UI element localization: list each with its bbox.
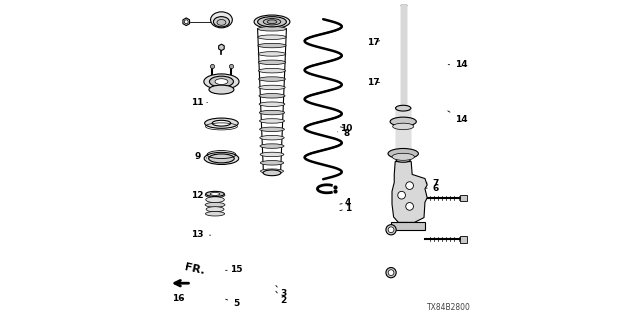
Text: 3: 3 [276, 285, 286, 298]
Text: 12: 12 [191, 191, 210, 200]
Ellipse shape [396, 158, 410, 162]
Text: 14: 14 [448, 111, 468, 124]
Ellipse shape [258, 43, 286, 48]
Ellipse shape [259, 110, 285, 115]
Text: TX84B2800: TX84B2800 [427, 303, 471, 312]
Ellipse shape [260, 144, 284, 148]
Circle shape [406, 182, 413, 189]
Polygon shape [391, 222, 425, 230]
Ellipse shape [217, 20, 226, 25]
Text: 15: 15 [226, 265, 243, 274]
Ellipse shape [211, 12, 232, 28]
Polygon shape [460, 236, 467, 243]
Text: 8: 8 [338, 129, 349, 138]
Ellipse shape [260, 169, 284, 173]
Ellipse shape [204, 152, 239, 164]
Ellipse shape [215, 79, 228, 84]
Text: 10: 10 [340, 124, 353, 132]
Text: 11: 11 [191, 98, 207, 107]
Polygon shape [460, 195, 467, 201]
Ellipse shape [263, 170, 281, 176]
Circle shape [406, 203, 413, 210]
Ellipse shape [212, 120, 231, 126]
Text: 14: 14 [448, 60, 468, 69]
Ellipse shape [260, 127, 284, 132]
Circle shape [386, 268, 396, 278]
Text: 2: 2 [276, 291, 286, 305]
Ellipse shape [259, 85, 285, 90]
Ellipse shape [205, 212, 225, 216]
Text: 7: 7 [426, 179, 439, 188]
Text: 17: 17 [367, 78, 380, 87]
Polygon shape [392, 162, 428, 222]
Text: 9: 9 [195, 152, 207, 161]
Ellipse shape [259, 119, 285, 123]
Text: 5: 5 [226, 299, 239, 308]
Ellipse shape [268, 20, 277, 24]
Ellipse shape [396, 105, 411, 111]
Ellipse shape [260, 135, 284, 140]
Text: 1: 1 [340, 204, 351, 213]
Ellipse shape [259, 77, 285, 81]
Ellipse shape [206, 197, 225, 203]
Ellipse shape [209, 154, 234, 163]
Ellipse shape [209, 85, 234, 94]
Ellipse shape [206, 207, 224, 212]
Ellipse shape [209, 76, 234, 87]
Ellipse shape [260, 152, 284, 157]
Ellipse shape [214, 17, 230, 27]
Circle shape [388, 227, 394, 233]
Ellipse shape [205, 193, 225, 198]
Ellipse shape [393, 123, 414, 130]
Circle shape [184, 20, 188, 24]
Ellipse shape [210, 193, 220, 195]
Ellipse shape [259, 60, 285, 65]
Ellipse shape [390, 117, 417, 126]
Circle shape [388, 270, 394, 276]
Circle shape [386, 225, 396, 235]
Ellipse shape [392, 153, 415, 160]
Ellipse shape [258, 35, 286, 39]
Text: 16: 16 [172, 294, 185, 303]
Text: 17: 17 [367, 38, 380, 47]
Ellipse shape [259, 93, 285, 98]
Text: 13: 13 [191, 230, 211, 239]
Ellipse shape [204, 74, 239, 89]
Ellipse shape [259, 68, 285, 73]
Ellipse shape [205, 203, 225, 207]
Ellipse shape [258, 17, 287, 27]
Ellipse shape [254, 15, 290, 28]
Text: 6: 6 [426, 184, 439, 193]
Ellipse shape [259, 102, 285, 107]
Text: 4: 4 [340, 198, 351, 207]
Ellipse shape [258, 27, 287, 31]
Circle shape [398, 191, 406, 199]
Text: FR.: FR. [184, 262, 206, 276]
Ellipse shape [258, 52, 286, 56]
Ellipse shape [260, 161, 284, 165]
Polygon shape [183, 18, 189, 26]
Ellipse shape [205, 118, 238, 128]
Polygon shape [219, 44, 224, 51]
Ellipse shape [388, 148, 419, 159]
Ellipse shape [206, 191, 225, 196]
Ellipse shape [263, 19, 281, 25]
